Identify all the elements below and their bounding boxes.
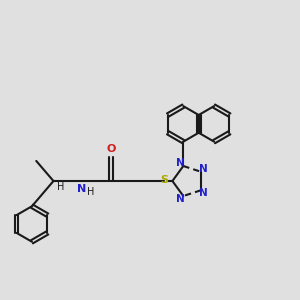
Text: H: H (57, 182, 64, 192)
Text: N: N (200, 164, 208, 174)
Text: N: N (176, 194, 185, 204)
Text: S: S (160, 175, 168, 184)
Text: N: N (176, 158, 185, 168)
Text: H: H (87, 187, 95, 197)
Text: O: O (106, 144, 116, 154)
Text: N: N (77, 184, 87, 194)
Text: N: N (200, 188, 208, 198)
